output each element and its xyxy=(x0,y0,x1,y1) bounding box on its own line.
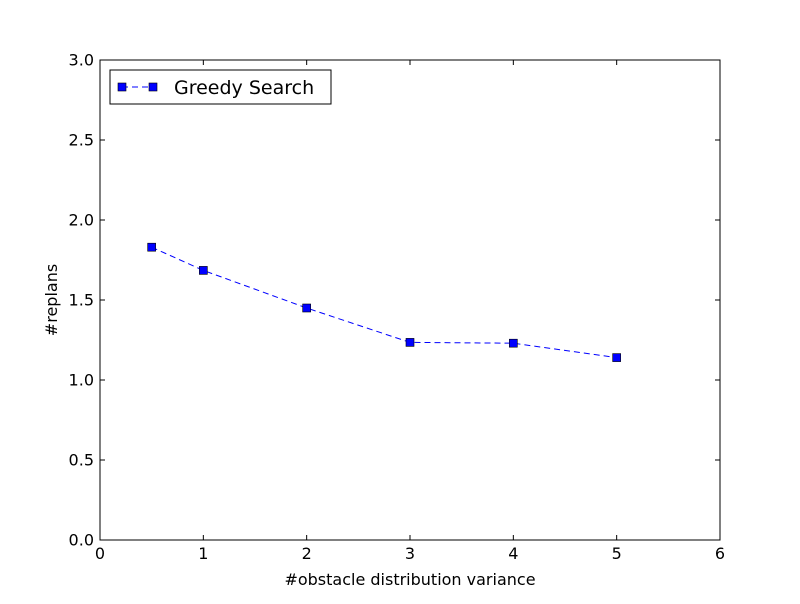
y-tick-label: 0.5 xyxy=(69,451,94,470)
data-point xyxy=(405,338,415,347)
data-point xyxy=(199,266,208,275)
y-tick-label: 2.5 xyxy=(69,131,94,150)
data-point xyxy=(147,242,156,252)
series-line xyxy=(151,246,617,359)
legend-label: Greedy Search xyxy=(174,77,314,99)
plot-area xyxy=(100,60,720,540)
legend-marker xyxy=(117,82,127,92)
plot-frame xyxy=(99,59,721,541)
data-point xyxy=(302,303,311,313)
y-tick-label: 0.0 xyxy=(69,531,94,550)
x-tick-label: 6 xyxy=(715,544,725,563)
y-tick-label: 1.5 xyxy=(69,291,94,310)
data-point xyxy=(509,338,518,348)
x-tick-label: 5 xyxy=(612,544,622,563)
x-tick-label: 1 xyxy=(198,544,208,563)
x-tick-label: 0 xyxy=(95,544,105,563)
y-axis-label: #replans xyxy=(42,264,61,336)
legend-marker xyxy=(148,82,158,92)
plot-border xyxy=(99,59,721,541)
plot-background xyxy=(100,60,720,540)
y-tick-label: 2.0 xyxy=(69,211,94,230)
axis-tick-labels: 0 1 2 3 4 5 6 0.0 0.5 1.0 1.5 2.0 2.5 3.0 xyxy=(69,51,726,564)
x-tick-label: 3 xyxy=(405,544,415,563)
y-tick-label: 1.0 xyxy=(69,371,94,390)
x-tick-label: 4 xyxy=(508,544,518,563)
x-axis-label: #obstacle distribution variance xyxy=(284,570,535,589)
y-tick-label: 3.0 xyxy=(69,51,94,70)
series-layer xyxy=(147,242,621,362)
x-tick-label: 2 xyxy=(302,544,312,563)
data-point xyxy=(612,353,621,362)
legend: Greedy Search xyxy=(109,69,332,105)
